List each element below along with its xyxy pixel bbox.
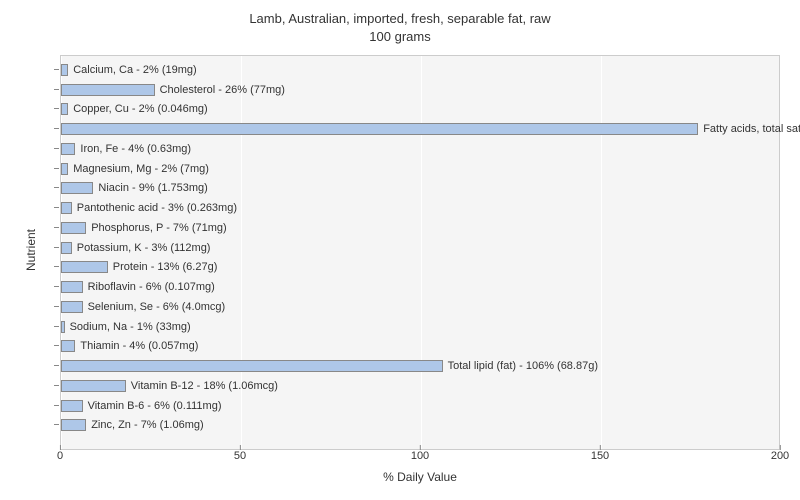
x-tick: 0 [57,450,63,462]
y-tick [54,306,59,307]
y-tick [54,385,59,386]
bar-label: Selenium, Se - 6% (4.0mcg) [83,300,226,314]
y-tick [54,326,59,327]
y-tick [54,227,59,228]
bar-row: Thiamin - 4% (0.057mg) [61,339,779,353]
bar-row: Calcium, Ca - 2% (19mg) [61,63,779,77]
y-tick [54,148,59,149]
bar-row: Pantothenic acid - 3% (0.263mg) [61,201,779,215]
bar-row: Fatty acids, total saturated - 177% (35.… [61,122,779,136]
bar-row: Sodium, Na - 1% (33mg) [61,320,779,334]
x-tick: 150 [591,450,609,462]
nutrient-bar [61,281,83,293]
bar-label: Phosphorus, P - 7% (71mg) [86,221,227,235]
nutrient-bar [61,182,93,194]
nutrient-bar [61,360,443,372]
title-line2: 100 grams [369,29,430,44]
nutrient-bar [61,84,155,96]
bar-row: Niacin - 9% (1.753mg) [61,181,779,195]
bar-row: Total lipid (fat) - 106% (68.87g) [61,359,779,373]
bar-label: Total lipid (fat) - 106% (68.87g) [443,359,598,373]
y-tick [54,405,59,406]
bar-row: Riboflavin - 6% (0.107mg) [61,280,779,294]
bar-label: Riboflavin - 6% (0.107mg) [83,280,215,294]
y-tick [54,168,59,169]
y-tick [54,365,59,366]
y-tick [54,128,59,129]
bar-label: Potassium, K - 3% (112mg) [72,241,211,255]
gridline [781,56,782,449]
bar-row: Zinc, Zn - 7% (1.06mg) [61,418,779,432]
title-line1: Lamb, Australian, imported, fresh, separ… [249,11,550,26]
nutrient-chart: Lamb, Australian, imported, fresh, separ… [0,0,800,500]
chart-title: Lamb, Australian, imported, fresh, separ… [0,0,800,46]
nutrient-bar [61,103,68,115]
bar-label: Niacin - 9% (1.753mg) [93,181,207,195]
bar-label: Vitamin B-12 - 18% (1.06mcg) [126,379,278,393]
y-tick [54,207,59,208]
y-tick [54,345,59,346]
bar-label: Pantothenic acid - 3% (0.263mg) [72,201,237,215]
nutrient-bar [61,261,108,273]
bar-row: Iron, Fe - 4% (0.63mg) [61,142,779,156]
bar-label: Fatty acids, total saturated - 177% (35.… [698,122,800,136]
nutrient-bar [61,400,83,412]
nutrient-bar [61,202,72,214]
nutrient-bar [61,301,83,313]
y-tick [54,266,59,267]
nutrient-bar [61,222,86,234]
bar-row: Protein - 13% (6.27g) [61,260,779,274]
bar-row: Phosphorus, P - 7% (71mg) [61,221,779,235]
bars-container: Calcium, Ca - 2% (19mg) Cholesterol - 26%… [61,56,779,449]
nutrient-bar [61,242,72,254]
bar-row: Potassium, K - 3% (112mg) [61,241,779,255]
plot-area: Calcium, Ca - 2% (19mg) Cholesterol - 26%… [60,55,780,450]
y-axis-label: Nutrient [24,229,38,271]
bar-label: Protein - 13% (6.27g) [108,260,218,274]
bar-row: Copper, Cu - 2% (0.046mg) [61,102,779,116]
bar-label: Cholesterol - 26% (77mg) [155,83,285,97]
nutrient-bar [61,64,68,76]
bar-label: Sodium, Na - 1% (33mg) [65,320,191,334]
x-tick: 100 [411,450,429,462]
y-tick [54,286,59,287]
y-tick [54,187,59,188]
nutrient-bar [61,163,68,175]
bar-label: Calcium, Ca - 2% (19mg) [68,63,196,77]
bar-label: Iron, Fe - 4% (0.63mg) [75,142,191,156]
x-tick: 200 [771,450,789,462]
bar-label: Vitamin B-6 - 6% (0.111mg) [83,399,222,413]
nutrient-bar [61,419,86,431]
x-axis-label: % Daily Value [60,470,780,484]
bar-row: Vitamin B-12 - 18% (1.06mcg) [61,379,779,393]
bar-row: Vitamin B-6 - 6% (0.111mg) [61,399,779,413]
bar-row: Cholesterol - 26% (77mg) [61,83,779,97]
bar-label: Magnesium, Mg - 2% (7mg) [68,162,209,176]
nutrient-bar [61,380,126,392]
nutrient-bar [61,340,75,352]
bar-label: Copper, Cu - 2% (0.046mg) [68,102,208,116]
bar-label: Thiamin - 4% (0.057mg) [75,339,198,353]
y-tick [54,247,59,248]
nutrient-bar [61,123,698,135]
bar-row: Selenium, Se - 6% (4.0mcg) [61,300,779,314]
nutrient-bar [61,143,75,155]
y-tick [54,108,59,109]
y-tick [54,69,59,70]
bar-row: Magnesium, Mg - 2% (7mg) [61,162,779,176]
bar-label: Zinc, Zn - 7% (1.06mg) [86,418,203,432]
y-tick [54,424,59,425]
x-tick: 50 [234,450,246,462]
y-tick [54,89,59,90]
